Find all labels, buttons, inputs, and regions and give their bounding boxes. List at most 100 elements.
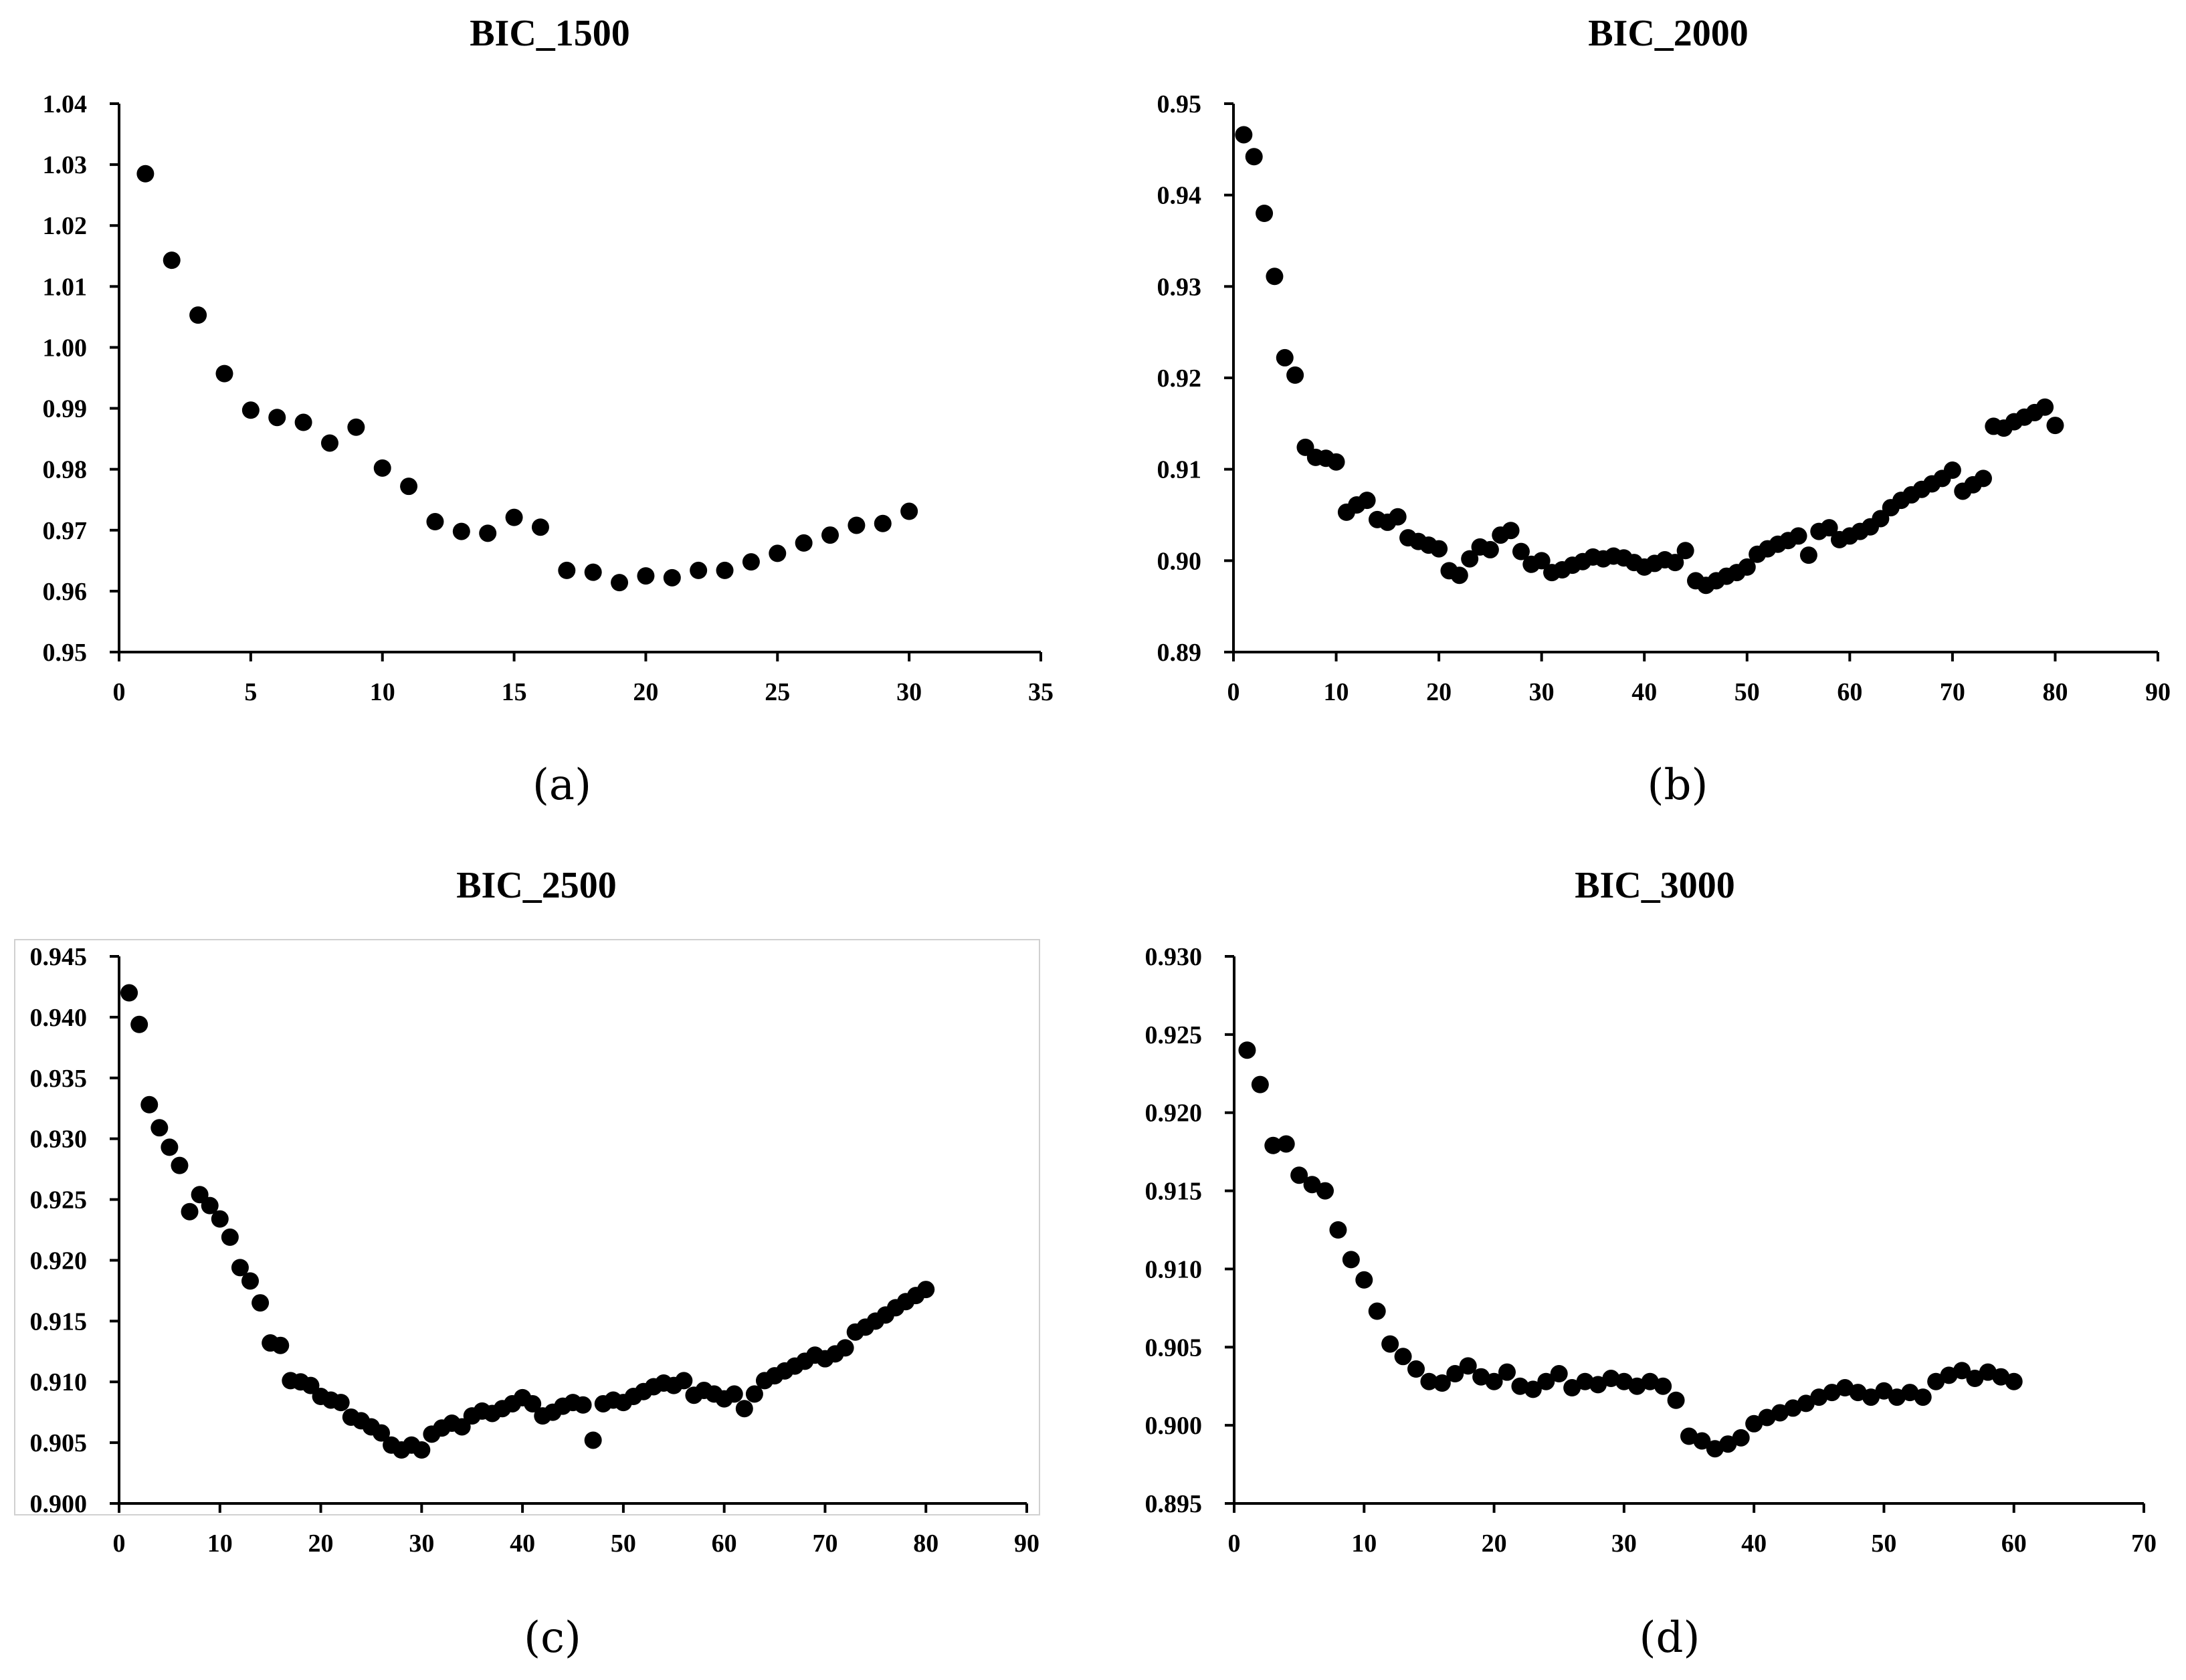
- data-point: [1286, 366, 1304, 384]
- data-point: [1316, 1182, 1334, 1200]
- axes: [118, 956, 1027, 1505]
- x-tick-label: 35: [1028, 678, 1054, 706]
- data-point: [1667, 1391, 1685, 1409]
- panel-a: BIC_1500 0.95 0.96 0.97 0.98 0.99 1.00 1.01 1.0…: [43, 13, 1054, 810]
- x-tick-label: 90: [1014, 1530, 1039, 1558]
- data-point: [2005, 1372, 2023, 1390]
- data-point: [1719, 1435, 1737, 1453]
- y-tick-label: 0.95: [1157, 90, 1202, 118]
- data-point: [181, 1202, 199, 1221]
- data-point: [1862, 1388, 1880, 1406]
- data-points: [1238, 1041, 2023, 1458]
- data-point: [1966, 1370, 1984, 1388]
- data-point: [1974, 469, 1992, 488]
- x-tick-label: 0: [113, 1530, 126, 1558]
- data-point: [836, 1339, 854, 1357]
- data-point: [558, 561, 576, 579]
- data-point: [1446, 1365, 1464, 1383]
- data-point: [241, 1272, 260, 1290]
- data-point: [320, 434, 338, 452]
- data-point: [795, 534, 813, 552]
- data-point: [1550, 1365, 1568, 1383]
- data-point: [1485, 1372, 1503, 1390]
- x-tick-label: 80: [2042, 678, 2068, 706]
- data-point: [584, 563, 602, 581]
- data-point: [505, 508, 523, 526]
- data-point: [1563, 1379, 1581, 1397]
- y-axis-ticks: 0.895 0.900 0.905 0.910 0.915 0.920 0.925 0.930: [1145, 943, 1234, 1518]
- data-point: [332, 1394, 350, 1412]
- x-tick-label: 25: [765, 678, 790, 706]
- data-point: [1666, 554, 1684, 572]
- chart-title: BIC_2000: [1588, 13, 1749, 54]
- data-point: [215, 364, 233, 383]
- y-tick-label: 0.945: [30, 943, 88, 971]
- data-point: [821, 526, 839, 544]
- data-point: [453, 1418, 471, 1436]
- data-point: [1512, 542, 1530, 560]
- data-point: [191, 1186, 209, 1204]
- y-tick-label: 0.95: [43, 639, 88, 667]
- y-tick-label: 0.935: [30, 1065, 88, 1093]
- data-point: [1235, 126, 1253, 144]
- data-point: [1329, 1221, 1347, 1239]
- data-point: [161, 1138, 179, 1156]
- y-tick-label: 0.915: [1145, 1178, 1203, 1206]
- y-tick-label: 0.92: [1157, 364, 1202, 393]
- x-tick-label: 10: [1351, 1530, 1377, 1558]
- data-point: [663, 568, 681, 587]
- axes: [118, 104, 1041, 653]
- chart-title: BIC_3000: [1575, 865, 1735, 906]
- x-tick-label: 10: [370, 678, 395, 706]
- x-tick-label: 40: [510, 1530, 535, 1558]
- data-point: [136, 165, 155, 183]
- data-point: [1511, 1377, 1529, 1395]
- y-tick-label: 0.905: [30, 1429, 88, 1457]
- data-point: [725, 1385, 743, 1403]
- data-point: [900, 502, 918, 520]
- panel-c: BIC_2500 0.9000.9050.9100.9150.9200.9250…: [14, 865, 1040, 1663]
- data-point: [735, 1400, 753, 1418]
- data-point: [2046, 417, 2064, 435]
- panel-d: BIC_3000 0.8950.9000.9050.9100.9150.9200…: [1145, 865, 2157, 1663]
- data-point: [690, 561, 708, 579]
- x-tick-label: 50: [611, 1530, 636, 1558]
- data-point: [1368, 1302, 1386, 1320]
- data-point: [241, 401, 260, 419]
- data-point: [140, 1095, 159, 1114]
- x-tick-label: 15: [502, 678, 527, 706]
- data-point: [171, 1156, 189, 1174]
- data-point: [1358, 492, 1376, 510]
- data-point: [611, 574, 629, 592]
- x-tick-label: 30: [409, 1530, 434, 1558]
- x-tick-label: 10: [207, 1530, 233, 1558]
- data-point: [479, 524, 497, 542]
- x-axis-ticks: 0 10 20 30 40 50 60 70: [1228, 1503, 2157, 1558]
- data-point: [1277, 1135, 1295, 1153]
- data-point: [1381, 1335, 1399, 1353]
- data-point: [1327, 453, 1345, 471]
- data-point: [1481, 540, 1499, 558]
- data-point: [1290, 1166, 1308, 1184]
- x-tick-label: 30: [1529, 678, 1555, 706]
- x-tick-label: 70: [1940, 678, 1965, 706]
- data-point: [1799, 546, 1817, 564]
- y-tick-label: 0.99: [43, 395, 88, 423]
- y-tick-label: 0.925: [30, 1186, 88, 1215]
- data-point: [1953, 1362, 1971, 1380]
- x-tick-label: 30: [896, 678, 922, 706]
- data-point: [1245, 148, 1263, 166]
- data-point: [1524, 1380, 1542, 1398]
- data-point: [1461, 550, 1479, 568]
- data-point: [716, 561, 734, 579]
- x-tick-label: 80: [913, 1530, 938, 1558]
- data-point: [1797, 1394, 1815, 1412]
- data-point: [231, 1259, 249, 1277]
- y-tick-label: 0.940: [30, 1004, 88, 1032]
- data-point: [1342, 1251, 1360, 1269]
- y-axis-ticks: 0.89 0.90 0.91 0.92 0.93 0.94 0.95: [1157, 90, 1233, 667]
- x-tick-label: 30: [1611, 1530, 1637, 1558]
- data-point: [1355, 1271, 1373, 1289]
- y-tick-label: 0.900: [30, 1490, 88, 1518]
